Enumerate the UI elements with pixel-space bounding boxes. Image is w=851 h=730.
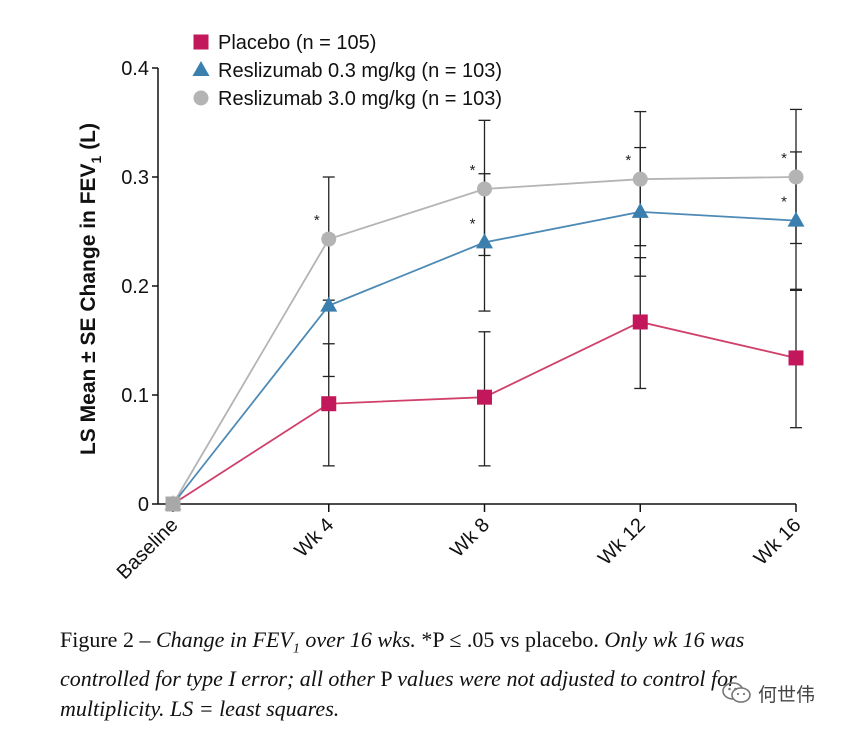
y-tick-label: 0.2 [121, 276, 149, 298]
marker-s0-p2 [477, 389, 492, 405]
significance-annotations: * * * * * * [314, 150, 787, 232]
legend: Placebo (n = 105) Reslizumab 0.3 mg/kg (n… [192, 32, 502, 110]
significance-star-s2-p1: * [314, 212, 320, 229]
legend-marker-2 [193, 90, 209, 106]
caption-normal-1: *P ≤ .05 vs placebo. [415, 627, 605, 652]
error-bars [322, 108, 802, 467]
marker-s0-p1 [321, 396, 337, 412]
legend-marker-0 [193, 34, 209, 50]
marker-s2-p2 [477, 181, 492, 197]
x-tick-label: Wk 12 [594, 514, 650, 570]
x-tick-label: Wk 4 [291, 514, 339, 562]
x-tick-label: Baseline [113, 514, 183, 584]
axes: 0 0.1 0.2 0.3 0.4 Baseline Wk 4 Wk 8 Wk 12 Wk 16 [113, 58, 806, 584]
series-markers [164, 169, 805, 512]
caption-italic-4: values were not adjusted to control for … [60, 666, 737, 722]
significance-star-s2-p3: * [625, 152, 631, 169]
marker-s2-p4 [788, 169, 804, 185]
x-tick-label: Wk 16 [750, 514, 806, 570]
y-axis-label: LS Mean ± SE Change in FEV1 (L) [77, 123, 104, 455]
caption-italic-1: Change in FEV [155, 627, 293, 652]
y-tick-label: 0.1 [121, 385, 149, 407]
significance-star-s1-p2: * [470, 215, 476, 232]
y-tick-label: 0 [138, 494, 149, 516]
marker-s2-p0 [165, 496, 181, 512]
significance-star-s2-p2: * [470, 162, 476, 179]
caption-italic-3: Only wk 16 was controlled for type I err… [60, 627, 745, 692]
marker-s1-p4 [787, 211, 805, 227]
legend-label-0: Placebo (n = 105) [218, 32, 376, 54]
x-tick-label: Wk 8 [446, 514, 494, 562]
y-tick-label: 0.4 [121, 58, 149, 80]
y-tick-label: 0.3 [121, 167, 149, 189]
caption-subscript: 1 [292, 641, 300, 657]
marker-s2-p1 [321, 231, 337, 247]
figure-caption: Figure 2 – Change in FEV1 over 16 wks. *… [60, 625, 820, 724]
watermark: 何世伟 [722, 680, 815, 706]
significance-star-s2-p4: * [781, 150, 787, 167]
marker-s0-p4 [788, 350, 804, 366]
marker-s1-p3 [631, 202, 649, 218]
legend-label-2: Reslizumab 3.0 mg/kg (n = 103) [218, 88, 502, 110]
marker-s1-p1 [320, 296, 338, 312]
marker-s1-p2 [476, 233, 493, 249]
caption-italic-2: over 16 wks. [299, 627, 416, 652]
caption-normal-2: P [374, 666, 398, 692]
significance-star-s1-p4: * [781, 194, 787, 211]
legend-label-1: Reslizumab 0.3 mg/kg (n = 103) [218, 60, 502, 82]
wechat-icon [722, 682, 751, 703]
marker-s2-p3 [632, 171, 648, 187]
marker-s0-p3 [632, 314, 648, 330]
watermark-text: 何世伟 [758, 683, 816, 706]
legend-marker-1 [192, 61, 210, 76]
caption-prefix: Figure 2 – [60, 627, 156, 652]
